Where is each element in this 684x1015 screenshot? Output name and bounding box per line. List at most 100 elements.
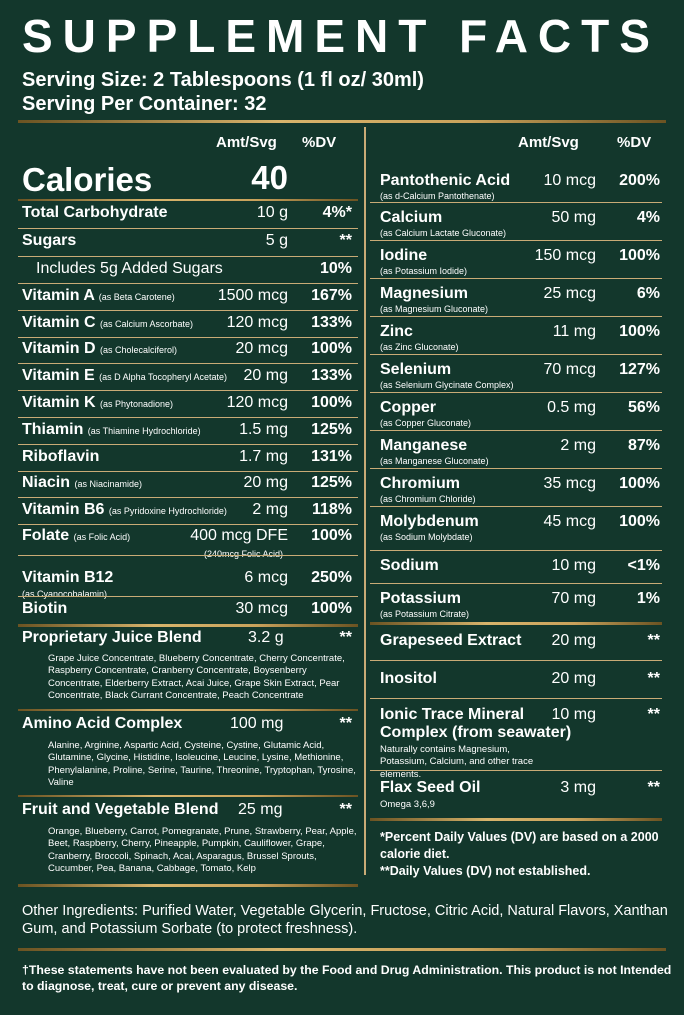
blend-divider (18, 709, 358, 711)
nutrient-amount: 45 mcg (543, 513, 596, 530)
left-dv-header: %DV (302, 134, 337, 151)
nutrient-dv: 10% (319, 260, 352, 277)
row-divider (370, 583, 662, 584)
nutrient-name-text: Folate (22, 527, 70, 544)
nutrient-name-text: Vitamin E (22, 367, 95, 384)
nutrient-source: (as Magnesium Gluconate) (380, 304, 489, 314)
nutrient-name: Zinc (380, 323, 413, 340)
nutrient-name-with-source: Vitamin K (as Phytonadione) (22, 394, 173, 413)
row-divider (18, 310, 358, 311)
nutrient-name: Includes 5g Added Sugars (36, 260, 223, 277)
nutrient-amount: 20 mg (243, 367, 288, 384)
nutrient-dv: 100% (619, 247, 660, 264)
nutrient-dv: 100% (311, 527, 352, 544)
nutrient-amount: 70 mcg (543, 361, 596, 378)
nutrient-name-with-source: Folate (as Folic Acid) (22, 527, 130, 546)
nutrient-amount: 2 mg (252, 501, 288, 518)
blend-dv: ** (339, 715, 352, 732)
nutrient-name: Riboflavin (22, 448, 100, 465)
nutrient-dv: 200% (619, 172, 660, 189)
blend-dv: ** (339, 801, 352, 818)
serving-size: Serving Size: 2 Tablespoons (1 fl oz/ 30… (22, 69, 424, 91)
nutrient-name: Calcium (380, 209, 443, 226)
row-divider (370, 240, 662, 241)
fda-disclaimer: †These statements have not been evaluate… (22, 963, 672, 993)
nutrient-dv: 87% (627, 437, 660, 454)
nutrient-source: (as Niacinamide) (74, 479, 142, 489)
blend-amount: 100 mg (230, 715, 284, 732)
row-divider (18, 390, 358, 391)
extra-name-line2: Complex (from seawater) (380, 724, 572, 741)
nutrient-source: (as d-Calcium Pantothenate) (380, 191, 495, 201)
row-divider (18, 444, 358, 445)
nutrient-dv: 4%* (322, 204, 352, 221)
nutrient-name: Selenium (380, 361, 452, 378)
nutrient-dv: 100% (311, 600, 352, 617)
nutrient-source: (as Pyridoxine Hydrochloride) (108, 506, 227, 516)
extra-dv: ** (647, 779, 660, 796)
extra-amount: 10 mg (551, 706, 596, 723)
nutrient-dv: 125% (311, 474, 352, 491)
row-divider (18, 283, 358, 284)
nutrient-dv: 131% (311, 448, 352, 465)
nutrient-name-text: Niacin (22, 474, 71, 491)
nutrient-name: Total Carbohydrate (22, 204, 168, 221)
nutrient-amount: 20 mcg (235, 340, 288, 357)
nutrient-name: Molybdenum (380, 513, 479, 530)
nutrient-name: Sodium (380, 557, 439, 574)
nutrient-dv: 6% (636, 285, 660, 302)
extra-name: Flax Seed Oil (380, 779, 481, 796)
right-amt-header: Amt/Svg (518, 134, 579, 151)
nutrient-name: Potassium (380, 590, 461, 607)
nutrient-source: (as Beta Carotene) (98, 292, 175, 302)
row-divider (370, 550, 662, 551)
nutrient-source: (as Selenium Glycinate Complex) (380, 380, 514, 390)
extra-subtext: Naturally contains Magnesium, Potassium,… (380, 744, 534, 780)
row-divider (370, 468, 662, 469)
blend-amount: 25 mg (238, 801, 283, 818)
row-divider (18, 524, 358, 525)
nutrient-amount: 25 mcg (543, 285, 596, 302)
row-divider (370, 316, 662, 317)
nutrient-amount: 10 mg (551, 557, 596, 574)
nutrient-source: (as Copper Gluconate) (380, 418, 472, 428)
nutrient-amount: 10 mcg (543, 172, 596, 189)
nutrient-subtext: (as Cyanocobalamin) (22, 589, 108, 599)
nutrient-source: (as Zinc Gluconate) (380, 342, 459, 352)
footnote-dv-basis: *Percent Daily Values (DV) are based on … (380, 830, 659, 861)
blend-name: Amino Acid Complex (22, 715, 183, 732)
row-divider (18, 363, 358, 364)
nutrient-name-text: Vitamin B6 (22, 501, 105, 518)
nutrient-dv: ** (339, 232, 352, 249)
row-divider (370, 818, 662, 821)
nutrient-source: (as Calcium Lactate Gluconate) (380, 228, 507, 238)
nutrient-name: Iodine (380, 247, 428, 264)
nutrient-source: (as Calcium Ascorbate) (99, 319, 193, 329)
nutrient-amount: 0.5 mg (547, 399, 596, 416)
nutrient-source: (as Manganese Gluconate) (380, 456, 489, 466)
nutrient-amount: 1500 mcg (217, 287, 288, 304)
nutrient-dv: 125% (311, 421, 352, 438)
row-divider (370, 622, 662, 625)
nutrient-dv: 100% (311, 394, 352, 411)
nutrient-amount: 120 mcg (226, 394, 288, 411)
extra-dv: ** (647, 706, 660, 723)
nutrient-name: Biotin (22, 600, 68, 617)
blend-ingredients: Grape Juice Concentrate, Blueberry Conce… (48, 653, 345, 701)
nutrient-name: Copper (380, 399, 436, 416)
row-divider (370, 392, 662, 393)
nutrient-dv: 56% (627, 399, 660, 416)
row-divider (18, 228, 358, 229)
nutrient-note: (240mcg Folic Acid) (204, 549, 284, 559)
blend-divider (18, 795, 358, 797)
left-amt-header: Amt/Svg (216, 134, 277, 151)
extra-amount: 20 mg (551, 632, 596, 649)
footnote-not-established: **Daily Values (DV) not established. (380, 864, 591, 878)
nutrient-dv: 167% (311, 287, 352, 304)
right-dv-header: %DV (617, 134, 652, 151)
nutrient-amount: 2 mg (560, 437, 596, 454)
nutrient-amount: 400 mcg DFE (190, 527, 288, 544)
nutrient-source: (as Chromium Chloride) (380, 494, 476, 504)
bottom-divider-full (18, 948, 666, 951)
nutrient-dv: 250% (311, 569, 352, 586)
